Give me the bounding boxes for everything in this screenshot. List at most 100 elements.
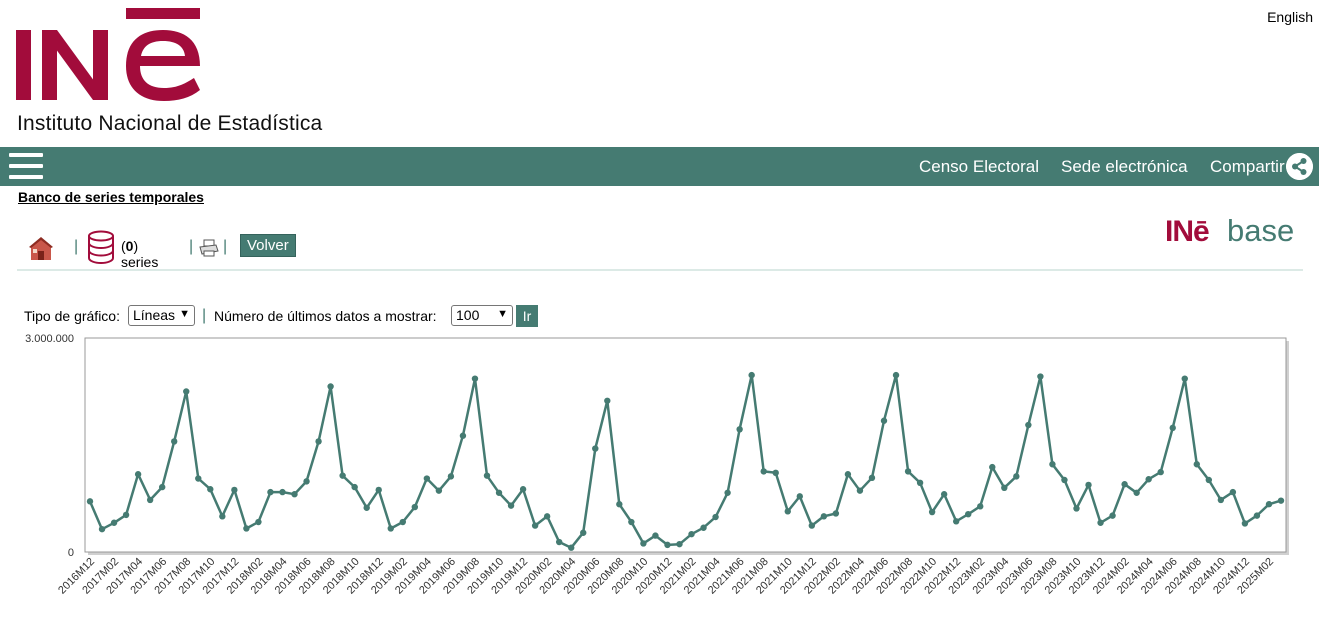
data-point [1217, 496, 1225, 504]
y-tick-label: 0 [68, 547, 74, 559]
data-point [459, 432, 467, 439]
data-point [904, 468, 912, 475]
data-point [748, 371, 755, 379]
share-icon[interactable] [1286, 153, 1313, 180]
data-point [1121, 481, 1128, 488]
data-point [568, 544, 575, 551]
data-point [267, 488, 274, 496]
data-point [1157, 468, 1164, 476]
data-point [1193, 461, 1200, 468]
controls-separator: | [202, 307, 207, 324]
data-point [531, 522, 539, 529]
data-point [146, 496, 154, 504]
data-point [519, 486, 527, 493]
chart-type-select[interactable]: Líneas ▼ [128, 305, 195, 326]
data-point [507, 502, 515, 509]
toolbar-separator: | [189, 238, 194, 255]
data-point [543, 513, 551, 520]
data-point [977, 503, 984, 510]
data-point [1229, 488, 1237, 496]
data-point [158, 483, 166, 491]
data-point [1085, 481, 1092, 489]
breadcrumb-banco-series[interactable]: Banco de series temporales [18, 189, 204, 205]
data-point [652, 532, 659, 539]
data-point [363, 504, 370, 511]
data-point [231, 486, 238, 494]
data-point [844, 471, 852, 478]
data-point [700, 524, 707, 531]
inebase-base-text: base [1227, 213, 1295, 248]
data-point [628, 518, 635, 526]
data-point [1133, 489, 1140, 496]
data-point [736, 426, 743, 433]
data-point [965, 510, 972, 518]
data-point [351, 483, 358, 491]
data-point [315, 438, 322, 445]
data-point [411, 503, 419, 511]
data-point [1037, 373, 1044, 380]
line-chart: 03.000.0002016M122017M022017M042017M0620… [25, 333, 1289, 597]
data-point [279, 488, 286, 496]
data-point [772, 469, 779, 477]
data-point [989, 463, 996, 471]
data-point [1205, 476, 1213, 484]
data-point [243, 525, 250, 532]
data-point [399, 518, 406, 526]
data-point [195, 475, 202, 482]
divider [17, 269, 1303, 271]
data-point [1097, 519, 1104, 526]
data-point [676, 540, 683, 548]
database-icon[interactable] [87, 230, 115, 264]
ine-logo[interactable] [16, 8, 346, 138]
toolbar-separator: | [74, 238, 79, 255]
data-point [171, 438, 178, 445]
data-point [880, 417, 888, 424]
chart-type-label: Tipo de gráfico: [24, 308, 120, 324]
data-point [219, 513, 226, 520]
data-point [375, 486, 382, 494]
data-point [435, 487, 443, 494]
series-count[interactable]: (0) series [121, 238, 159, 270]
nav-link-sede-electronica[interactable]: Sede electrónica [1061, 157, 1188, 176]
plot-area [84, 337, 1287, 553]
data-point [856, 487, 864, 494]
data-point [1265, 501, 1273, 508]
print-icon[interactable] [199, 239, 219, 257]
data-point [604, 397, 611, 404]
series-line [88, 373, 1282, 549]
data-point [255, 518, 262, 526]
data-point [940, 491, 948, 498]
data-point [183, 388, 190, 395]
data-point [291, 491, 298, 498]
last-data-select[interactable]: 100 ▼ [451, 305, 513, 326]
data-point [110, 519, 118, 526]
go-button[interactable]: Ir [516, 305, 538, 327]
back-button[interactable]: Volver [240, 234, 296, 257]
language-link[interactable]: English [1267, 9, 1313, 25]
hamburger-menu-icon[interactable] [9, 153, 43, 180]
data-point [1061, 476, 1068, 484]
last-data-value: 100 [456, 307, 480, 323]
chart-type-value: Líneas [133, 307, 176, 323]
data-point [868, 474, 876, 482]
inebase-logo[interactable]: INē base [1165, 203, 1300, 253]
chevron-down-icon: ▼ [179, 308, 190, 320]
main-navbar: Censo Electoral Sede electrónica Compart… [0, 147, 1319, 186]
data-point [495, 489, 503, 496]
data-point [86, 498, 94, 505]
data-point [134, 471, 142, 478]
data-point [447, 473, 455, 480]
inebase-ine-text: INē [1165, 215, 1210, 248]
data-point [580, 529, 587, 536]
data-point [122, 511, 130, 519]
data-point [1145, 476, 1152, 483]
nav-link-compartir[interactable]: Compartir [1210, 157, 1285, 176]
nav-link-censo-electoral[interactable]: Censo Electoral [919, 157, 1040, 176]
data-point [1001, 484, 1008, 491]
data-point [1253, 512, 1261, 519]
data-point [616, 501, 623, 508]
home-icon[interactable] [28, 234, 54, 262]
data-point [784, 508, 791, 515]
institute-name: Instituto Nacional de Estadística [17, 112, 323, 135]
data-point [688, 530, 695, 538]
